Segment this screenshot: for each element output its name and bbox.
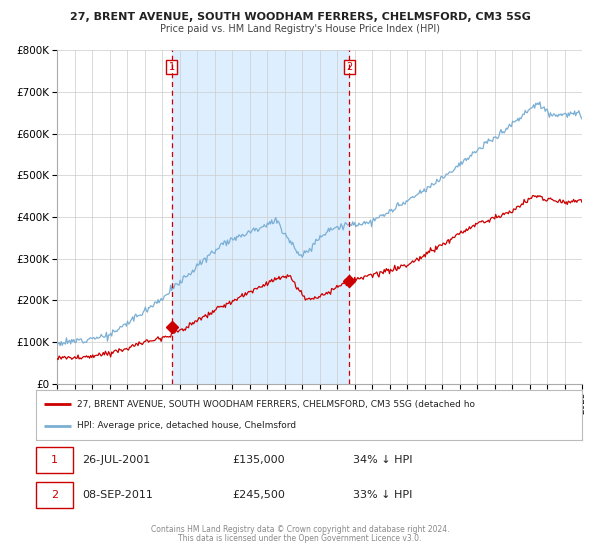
Text: 27, BRENT AVENUE, SOUTH WOODHAM FERRERS, CHELMSFORD, CM3 5SG: 27, BRENT AVENUE, SOUTH WOODHAM FERRERS,… — [70, 12, 530, 22]
Text: £245,500: £245,500 — [233, 490, 286, 500]
Text: 2: 2 — [346, 62, 352, 72]
Text: Contains HM Land Registry data © Crown copyright and database right 2024.: Contains HM Land Registry data © Crown c… — [151, 525, 449, 534]
Text: 33% ↓ HPI: 33% ↓ HPI — [353, 490, 412, 500]
Text: Price paid vs. HM Land Registry's House Price Index (HPI): Price paid vs. HM Land Registry's House … — [160, 24, 440, 34]
Text: 2: 2 — [51, 490, 58, 500]
Text: 27, BRENT AVENUE, SOUTH WOODHAM FERRERS, CHELMSFORD, CM3 5SG (detached ho: 27, BRENT AVENUE, SOUTH WOODHAM FERRERS,… — [77, 400, 475, 409]
FancyBboxPatch shape — [36, 447, 73, 473]
Text: This data is licensed under the Open Government Licence v3.0.: This data is licensed under the Open Gov… — [178, 534, 422, 543]
Text: 26-JUL-2001: 26-JUL-2001 — [82, 455, 151, 465]
FancyBboxPatch shape — [36, 482, 73, 507]
Text: £135,000: £135,000 — [233, 455, 285, 465]
Bar — [172, 50, 349, 384]
Text: 08-SEP-2011: 08-SEP-2011 — [82, 490, 153, 500]
Text: 1: 1 — [51, 455, 58, 465]
Text: 34% ↓ HPI: 34% ↓ HPI — [353, 455, 412, 465]
Text: 1: 1 — [169, 62, 175, 72]
Text: HPI: Average price, detached house, Chelmsford: HPI: Average price, detached house, Chel… — [77, 421, 296, 430]
